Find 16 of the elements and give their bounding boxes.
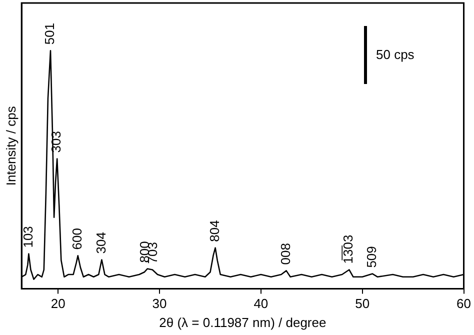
x-tick-label: 20 [50, 296, 66, 312]
annotation: 1̅3̅03 [340, 234, 356, 264]
x-tick-label: 30 [152, 296, 167, 312]
annotation: 304 [93, 232, 108, 254]
x-tick-label: 40 [254, 296, 268, 312]
annotation: 804 [206, 220, 222, 242]
annotation: 509 [364, 246, 380, 268]
x-axis-title: 2θ (λ = 0.11987 nm) / degree [159, 314, 326, 330]
annotation: 501 [42, 22, 58, 45]
annotation: 600 [69, 228, 84, 250]
x-tick-label: 50 [355, 296, 370, 312]
annotation: 103 [20, 226, 36, 248]
x-tick-label: 60 [456, 296, 472, 312]
y-axis-title: Intensity / cps [3, 106, 18, 186]
annotation: 008 [278, 242, 293, 265]
annotation: 50 cps [376, 47, 414, 62]
